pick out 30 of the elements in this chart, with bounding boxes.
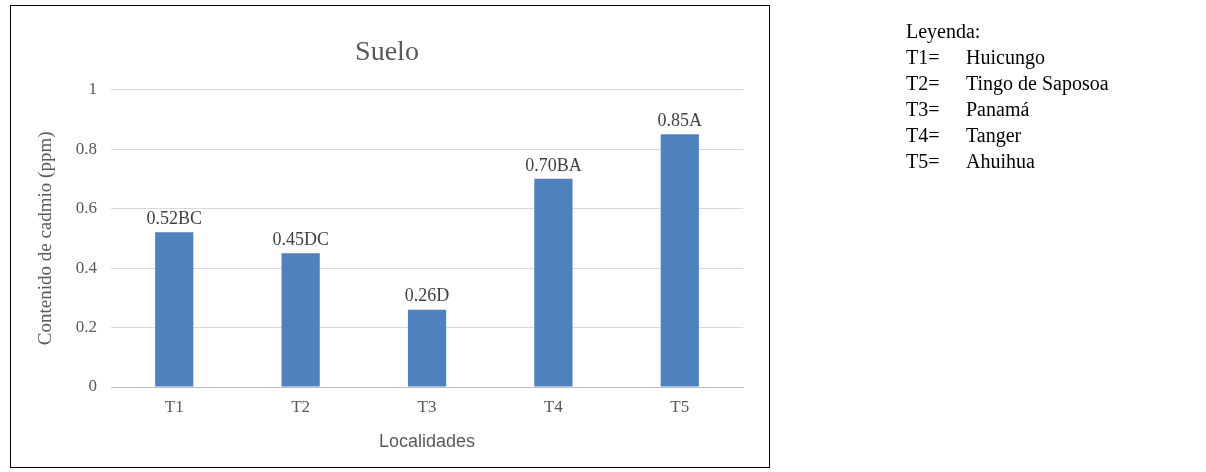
text: T3= Panamá (906, 98, 1030, 120)
bar (155, 232, 194, 387)
bar (660, 134, 699, 387)
text: T2= Tingo de Saposoa (906, 72, 1109, 94)
text: T5= Ahuihua (906, 150, 1035, 172)
text: T1= Huicungo (906, 46, 1045, 68)
x-tick-label: T1 (164, 396, 184, 416)
text: T4= Tanger (906, 124, 1022, 146)
data-label: 0.26D (404, 285, 450, 306)
x-axis-title: Localidades (378, 431, 476, 452)
bar (407, 309, 447, 387)
y-axis-title: Contenido de cadmio (ppm) (34, 131, 57, 346)
bar (534, 178, 573, 387)
bar (281, 253, 320, 387)
y-tick-label: 0.2 (75, 316, 98, 336)
data-label: 0.85A (657, 109, 703, 130)
x-tick-label: T4 (543, 396, 564, 416)
text: Leyenda: (906, 19, 982, 44)
y-tick-label: 0 (88, 376, 98, 396)
x-tick-label: T5 (670, 396, 690, 416)
data-label: 0.52BC (146, 208, 202, 229)
y-tick-label: 0.4 (75, 257, 98, 277)
x-tick-label: T2 (291, 396, 311, 416)
y-tick-label: 0.6 (75, 198, 98, 218)
data-label: 0.70BA (525, 154, 582, 175)
y-tick-label: 0.8 (75, 138, 98, 158)
x-tick-label: T3 (417, 396, 437, 416)
data-label: 0.45DC (272, 228, 329, 249)
chart-title: Suelo (355, 35, 419, 67)
y-tick-label: 1 (88, 79, 98, 99)
